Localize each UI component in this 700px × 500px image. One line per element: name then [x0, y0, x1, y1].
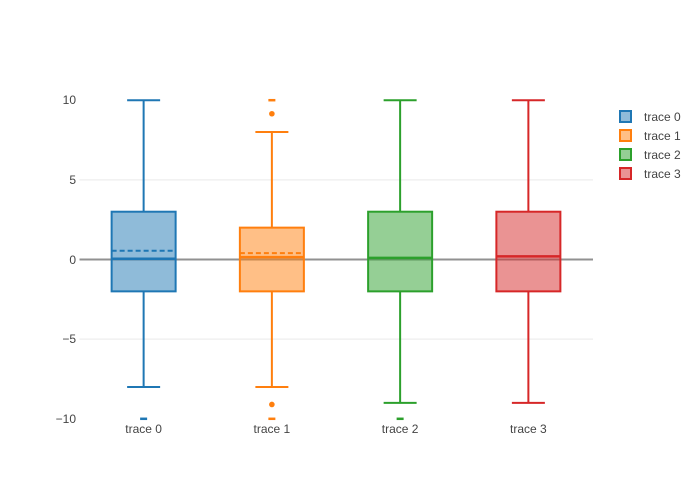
- legend-label: trace 3: [644, 166, 681, 181]
- y-tick-label: 0: [69, 252, 76, 267]
- y-tick-label: −5: [62, 332, 76, 347]
- y-tick-label: −10: [55, 411, 76, 426]
- box-rect[interactable]: [367, 210, 434, 293]
- x-tick-label-trace-0: trace 0: [125, 422, 162, 436]
- legend-label: trace 2: [644, 147, 681, 162]
- legend-label: trace 0: [644, 109, 681, 124]
- box-trace-0[interactable]: [110, 99, 177, 421]
- legend-swatch-trace-2: [619, 148, 632, 161]
- x-tick-label-trace-1: trace 1: [253, 422, 291, 436]
- legend-label: trace 1: [644, 128, 681, 143]
- box-rect[interactable]: [238, 226, 305, 293]
- outlier-point[interactable]: [269, 110, 275, 117]
- box-trace-3[interactable]: [495, 99, 562, 404]
- legend-swatch-trace-0: [619, 110, 632, 123]
- legend-swatch-trace-3: [619, 167, 632, 180]
- box-trace-2[interactable]: [367, 99, 434, 421]
- legend-item-trace-2[interactable]: trace 2: [619, 145, 681, 164]
- legend-swatch-trace-1: [619, 129, 632, 142]
- outlier-point[interactable]: [269, 401, 275, 408]
- legend-item-trace-3[interactable]: trace 3: [619, 164, 681, 183]
- legend-item-trace-0[interactable]: trace 0: [619, 107, 681, 126]
- legend: trace 0 trace 1 trace 2 trace 3: [619, 107, 681, 183]
- y-tick-label: 10: [62, 93, 76, 108]
- x-tick-label-trace-2: trace 2: [381, 422, 419, 436]
- x-tick-label-trace-3: trace 3: [510, 422, 547, 436]
- box-trace-1[interactable]: [238, 98, 305, 421]
- box-rect[interactable]: [495, 210, 562, 293]
- y-tick-label: 5: [69, 172, 76, 187]
- legend-item-trace-1[interactable]: trace 1: [619, 126, 681, 145]
